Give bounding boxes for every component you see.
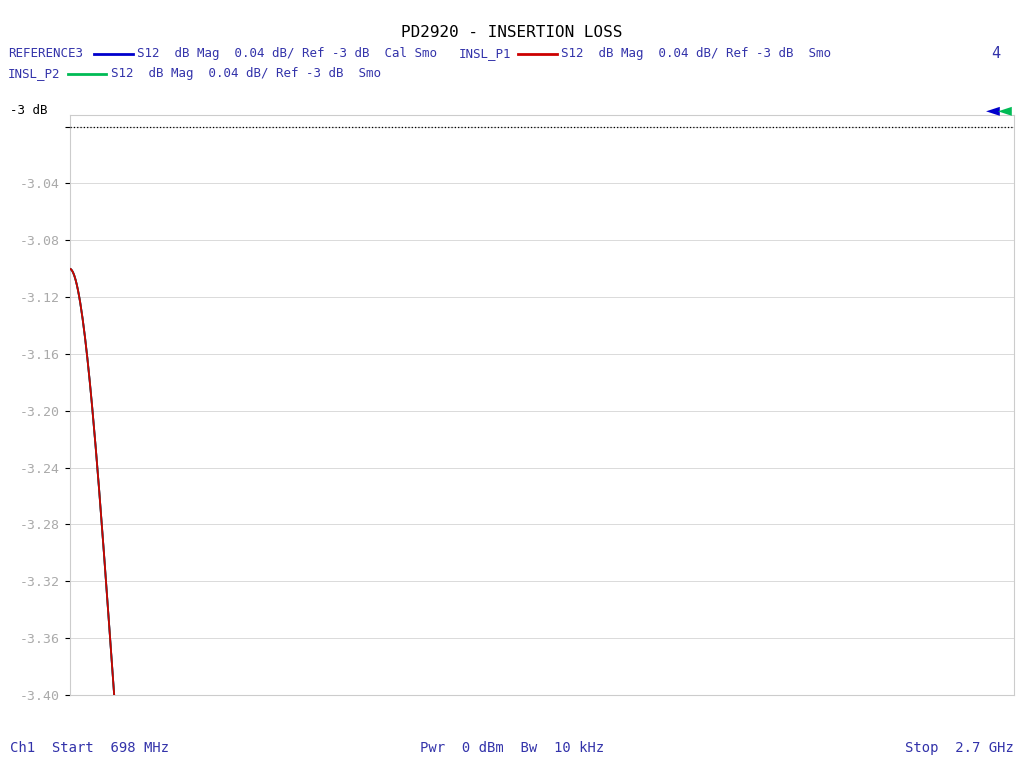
Text: S12  dB Mag  0.04 dB/ Ref -3 dB  Smo: S12 dB Mag 0.04 dB/ Ref -3 dB Smo	[111, 68, 381, 80]
Text: S12  dB Mag  0.04 dB/ Ref -3 dB  Cal Smo: S12 dB Mag 0.04 dB/ Ref -3 dB Cal Smo	[137, 48, 437, 60]
Text: PD2920 - INSERTION LOSS: PD2920 - INSERTION LOSS	[401, 25, 623, 40]
Text: Ch1  Start  698 MHz: Ch1 Start 698 MHz	[10, 741, 169, 755]
Text: ◄: ◄	[997, 101, 1012, 120]
Text: Pwr  0 dBm  Bw  10 kHz: Pwr 0 dBm Bw 10 kHz	[420, 741, 604, 755]
Text: ◄: ◄	[986, 101, 1000, 120]
Text: 4: 4	[991, 46, 1000, 61]
Text: S12  dB Mag  0.04 dB/ Ref -3 dB  Smo: S12 dB Mag 0.04 dB/ Ref -3 dB Smo	[561, 48, 831, 60]
Text: REFERENCE3: REFERENCE3	[8, 48, 83, 60]
Text: INSL_P1: INSL_P1	[459, 48, 511, 60]
Text: -3 dB: -3 dB	[10, 104, 48, 117]
Text: Stop  2.7 GHz: Stop 2.7 GHz	[905, 741, 1014, 755]
Text: INSL_P2: INSL_P2	[8, 68, 60, 80]
